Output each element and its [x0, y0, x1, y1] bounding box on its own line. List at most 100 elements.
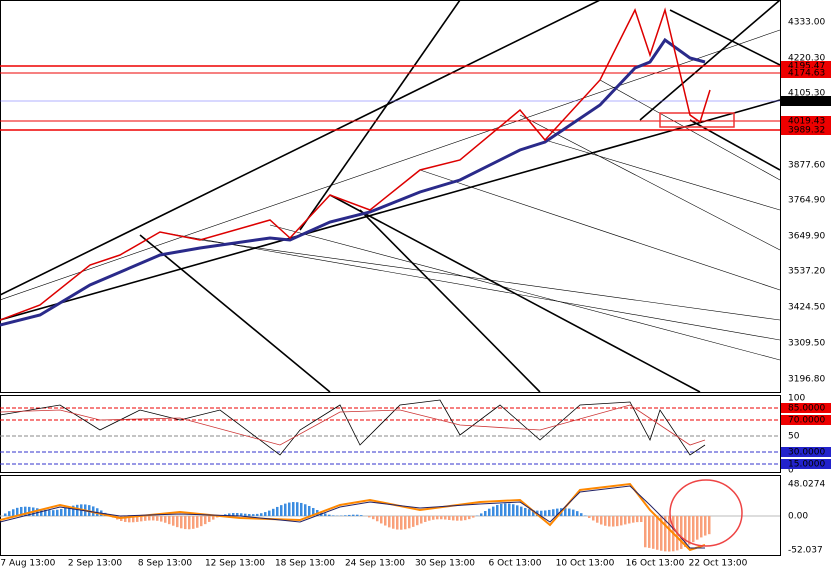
- histogram-bar: [200, 516, 203, 527]
- histogram-bar: [700, 516, 703, 538]
- histogram-bar: [504, 503, 507, 516]
- time-label: 6 Oct 13:00: [489, 559, 542, 569]
- histogram-bar: [456, 516, 459, 521]
- axis-label: 4082.56: [788, 97, 825, 107]
- histogram-bar: [28, 506, 31, 516]
- histogram-bar: [652, 516, 655, 549]
- histogram-bar: [404, 516, 407, 530]
- histogram-bar: [688, 516, 691, 545]
- histogram-bar: [244, 513, 247, 516]
- time-label: 24 Sep 13:00: [345, 559, 405, 569]
- histogram-bar: [516, 505, 519, 516]
- histogram-bar: [388, 516, 391, 528]
- histogram-bar: [216, 516, 219, 518]
- histogram-bar: [512, 504, 515, 516]
- histogram-bar: [188, 516, 191, 530]
- histogram-bar: [380, 516, 383, 524]
- histogram-bar: [500, 503, 503, 516]
- histogram-bar: [636, 516, 639, 523]
- histogram-bar: [460, 516, 463, 521]
- histogram-bar: [392, 516, 395, 529]
- histogram-bar: [360, 515, 363, 516]
- histogram-bar: [352, 514, 355, 516]
- price-tag: [781, 68, 831, 78]
- histogram-bar: [596, 516, 599, 523]
- moving-average: [0, 37, 706, 327]
- histogram-bar: [396, 516, 399, 530]
- histogram-bar: [132, 516, 135, 523]
- histogram-bar: [180, 516, 183, 529]
- histogram-bar: [12, 509, 15, 516]
- histogram-bar: [580, 513, 583, 516]
- histogram-bar: [324, 513, 327, 516]
- axis-label: -52.037: [788, 546, 823, 556]
- histogram-bar: [576, 511, 579, 516]
- axis-label: 3196.80: [788, 375, 825, 385]
- histogram-bar: [620, 516, 623, 526]
- histogram-bar: [428, 516, 431, 521]
- histogram-bar: [656, 516, 659, 550]
- histogram-bar: [704, 516, 707, 536]
- histogram-bar: [152, 516, 155, 521]
- axis-label: 4105.30: [788, 89, 825, 99]
- axis-label: 3309.50: [788, 339, 825, 349]
- histogram-bar: [640, 516, 643, 523]
- channel-lines: [0, 29, 781, 361]
- histogram-bar: [480, 513, 483, 516]
- histogram-bar: [236, 513, 239, 516]
- histogram-bar: [160, 516, 163, 522]
- histogram-bar: [136, 516, 139, 522]
- histogram-bar: [472, 516, 475, 518]
- time-label: 22 Oct 13:00: [689, 559, 748, 569]
- histogram-bar: [208, 516, 211, 522]
- histogram-bar: [48, 510, 51, 516]
- histogram-bar: [228, 513, 231, 516]
- histogram-bar: [72, 505, 75, 516]
- histogram-bar: [156, 516, 159, 521]
- histogram-bar: [484, 511, 487, 516]
- histogram-bar: [628, 516, 631, 524]
- price-tag: [781, 96, 831, 106]
- axis-label: 3877.60: [788, 161, 825, 171]
- histogram-bar: [528, 509, 531, 516]
- histogram-bar: [488, 508, 491, 516]
- histogram-bar: [204, 516, 207, 525]
- histogram-bar: [44, 509, 47, 516]
- axis-label: 85.0000: [788, 404, 825, 414]
- time-label: 27 Aug 13:00: [0, 559, 56, 569]
- price-tag: [781, 403, 831, 413]
- axis-label: 50: [788, 432, 800, 442]
- histogram-bar: [616, 516, 619, 527]
- time-label: 16 Oct 13:00: [626, 559, 685, 569]
- histogram-bar: [608, 516, 611, 527]
- highlight-circle: [669, 479, 743, 547]
- histogram-bar: [600, 516, 603, 525]
- histogram-bar: [420, 516, 423, 524]
- price-levels: [0, 65, 780, 131]
- time-label: 18 Sep 13:00: [275, 559, 335, 569]
- histogram-bar: [432, 516, 435, 520]
- histogram-bar: [344, 515, 347, 516]
- histogram-bar: [376, 516, 379, 522]
- histogram-bar: [284, 503, 287, 516]
- histogram-bar: [304, 504, 307, 516]
- axis-label: 48.0274: [788, 480, 825, 490]
- histogram-bar: [248, 514, 251, 516]
- histogram-bar: [632, 516, 635, 523]
- histogram-bar: [444, 516, 447, 520]
- histogram-bar: [592, 516, 595, 521]
- signal-line: [0, 485, 705, 549]
- price-tag: [781, 116, 831, 126]
- histogram-bar: [408, 516, 411, 529]
- histogram-bar: [532, 510, 535, 516]
- axis-labels: 4333.00 4220.30 4105.30 3877.60 3764.90 3649.…: [0, 18, 831, 569]
- histogram-bar: [412, 516, 415, 527]
- histogram-bar: [332, 515, 335, 516]
- histogram-bar: [696, 516, 699, 540]
- histogram-bar: [468, 516, 471, 520]
- histogram-bar: [540, 510, 543, 516]
- histogram-bar: [288, 502, 291, 516]
- histogram-bar: [664, 516, 667, 552]
- histogram-bar: [572, 509, 575, 516]
- histogram-bar: [708, 516, 711, 535]
